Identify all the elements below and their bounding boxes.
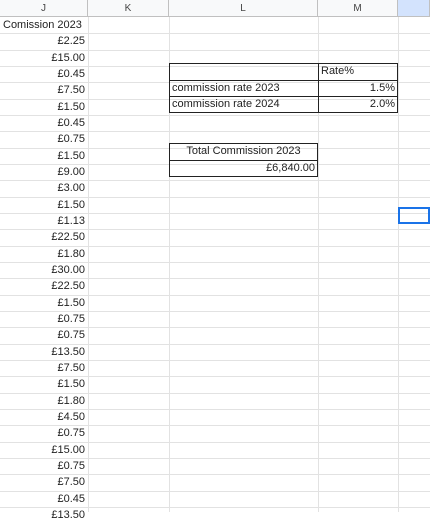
gridline <box>0 229 430 230</box>
gridline <box>0 115 430 116</box>
cell-j-value[interactable]: £1.50 <box>57 150 85 162</box>
rate-label-2024[interactable]: commission rate 2024 <box>172 98 280 110</box>
gridline <box>0 278 430 279</box>
cell-j-value[interactable]: £1.50 <box>57 297 85 309</box>
cell-j-value[interactable]: £13.50 <box>51 509 85 521</box>
gridline <box>398 17 399 512</box>
cell-j-value[interactable]: £0.45 <box>57 117 85 129</box>
gridline <box>0 197 430 198</box>
gridline <box>0 213 430 214</box>
cell-j-value[interactable]: £22.50 <box>51 231 85 243</box>
gridline <box>0 33 430 34</box>
cell-j-value[interactable]: £15.00 <box>51 52 85 64</box>
cell-j-value[interactable]: £0.75 <box>57 133 85 145</box>
gridline <box>0 82 430 83</box>
cell-j-value[interactable]: £0.75 <box>57 329 85 341</box>
gridline <box>0 344 430 345</box>
gridline <box>0 491 430 492</box>
gridline <box>0 474 430 475</box>
rate-value-2024[interactable]: 2.0% <box>369 98 395 110</box>
gridline <box>0 148 430 149</box>
cell-j-value[interactable]: £1.80 <box>57 248 85 260</box>
cell-j-value[interactable]: £1.50 <box>57 378 85 390</box>
rate-table-row-line <box>169 96 398 97</box>
rate-header[interactable]: Rate% <box>321 65 355 77</box>
active-cell-selection[interactable] <box>398 207 430 224</box>
total-table-row-line <box>169 160 318 161</box>
gridline <box>0 507 430 508</box>
column-header-j[interactable]: J <box>0 0 88 17</box>
gridline <box>0 131 430 132</box>
gridline <box>0 180 430 181</box>
cell-j-value[interactable]: £7.50 <box>57 84 85 96</box>
rate-value-2023[interactable]: 1.5% <box>369 82 395 94</box>
cell-j-value[interactable]: £1.50 <box>57 101 85 113</box>
gridline <box>318 17 319 512</box>
rate-label-2023[interactable]: commission rate 2023 <box>172 82 280 94</box>
gridline <box>0 425 430 426</box>
gridline <box>0 50 430 51</box>
cell-j-value[interactable]: £0.45 <box>57 68 85 80</box>
cell-j-value[interactable]: £13.50 <box>51 346 85 358</box>
gridline <box>0 393 430 394</box>
rate-table-divider <box>318 63 319 113</box>
cell-j-value[interactable]: £0.75 <box>57 313 85 325</box>
gridline <box>0 262 430 263</box>
gridline <box>0 458 430 459</box>
rate-table <box>169 63 398 113</box>
cell-j-value[interactable]: £1.13 <box>57 215 85 227</box>
gridline <box>0 376 430 377</box>
cell-j-value[interactable]: £1.80 <box>57 395 85 407</box>
column-header-n[interactable] <box>398 0 430 17</box>
cell-j-value[interactable]: £7.50 <box>57 362 85 374</box>
gridline <box>0 66 430 67</box>
cell-j-value[interactable]: £2.25 <box>57 35 85 47</box>
cell-j-value[interactable]: £9.00 <box>57 166 85 178</box>
cell-j-value[interactable]: £22.50 <box>51 280 85 292</box>
gridline <box>0 246 430 247</box>
rate-table-row-line <box>169 80 398 81</box>
total-label[interactable]: Total Commission 2023 <box>186 145 301 157</box>
cell-j-value[interactable]: £3.00 <box>57 182 85 194</box>
cell-j-value[interactable]: £30.00 <box>51 264 85 276</box>
gridline <box>88 17 89 512</box>
gridline <box>0 360 430 361</box>
cell-j-header[interactable]: Comission 2023 <box>3 19 82 31</box>
gridline <box>0 442 430 443</box>
cell-j-value[interactable]: £1.50 <box>57 199 85 211</box>
cell-j-value[interactable]: £15.00 <box>51 444 85 456</box>
column-header-l[interactable]: L <box>169 0 318 17</box>
column-header-m[interactable]: M <box>318 0 398 17</box>
gridline <box>169 17 170 512</box>
cell-j-value[interactable]: £7.50 <box>57 476 85 488</box>
cell-j-value[interactable]: £0.75 <box>57 460 85 472</box>
cell-j-value[interactable]: £0.45 <box>57 493 85 505</box>
gridline <box>0 409 430 410</box>
gridline <box>0 164 430 165</box>
cell-j-value[interactable]: £0.75 <box>57 427 85 439</box>
gridline <box>0 295 430 296</box>
column-header-k[interactable]: K <box>88 0 169 17</box>
total-value[interactable]: £6,840.00 <box>266 162 315 174</box>
gridline <box>0 327 430 328</box>
gridline <box>0 311 430 312</box>
cell-j-value[interactable]: £4.50 <box>57 411 85 423</box>
gridline <box>0 99 430 100</box>
